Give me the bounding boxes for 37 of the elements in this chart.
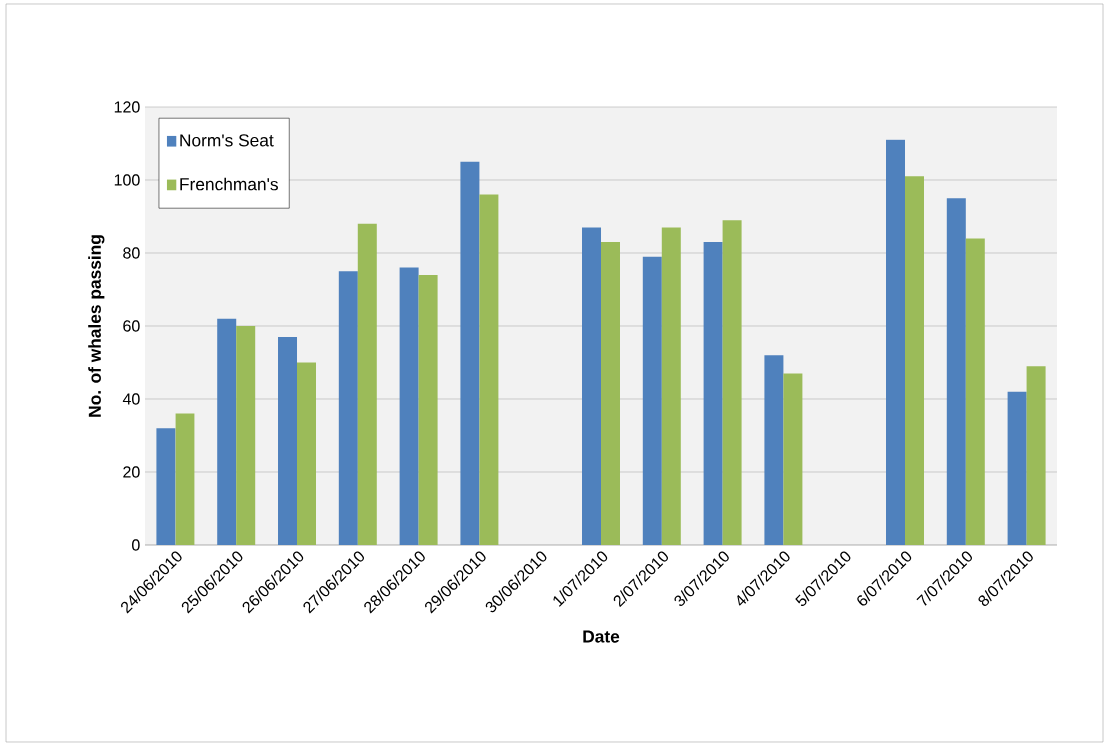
y-tick-label: 0 (132, 539, 140, 551)
bar (783, 373, 803, 545)
bar (217, 318, 237, 545)
bar (1026, 366, 1046, 545)
y-tick-label: 40 (122, 393, 140, 405)
y-tick-label: 100 (114, 174, 140, 186)
bar (338, 271, 358, 545)
y-tick-label: 60 (123, 320, 140, 332)
legend-label: Norm's Seat (180, 134, 274, 147)
bar (661, 227, 681, 545)
bar (460, 161, 480, 545)
y-axis-title: No. of whales passing (88, 235, 105, 417)
bar (278, 336, 298, 545)
bar (297, 362, 316, 545)
bar (418, 274, 438, 545)
bar (905, 176, 924, 545)
bar (601, 242, 620, 545)
bar (764, 355, 784, 545)
y-tick-label: 120 (114, 101, 140, 113)
bar (236, 325, 256, 545)
bar (965, 238, 985, 545)
bar (479, 194, 499, 545)
legend-label: Frenchman's (180, 177, 278, 191)
bar (175, 413, 195, 545)
bar (399, 267, 419, 545)
bar (886, 139, 906, 545)
y-tick-label: 80 (123, 247, 140, 259)
bar (1007, 391, 1027, 545)
x-axis-title: Date (583, 630, 620, 643)
y-tick-label: 20 (123, 466, 140, 478)
bar (946, 198, 966, 545)
bar (703, 242, 723, 545)
bar (582, 227, 602, 545)
bar (357, 223, 377, 545)
bar (722, 220, 742, 545)
bar (156, 428, 176, 545)
bar (642, 256, 662, 545)
